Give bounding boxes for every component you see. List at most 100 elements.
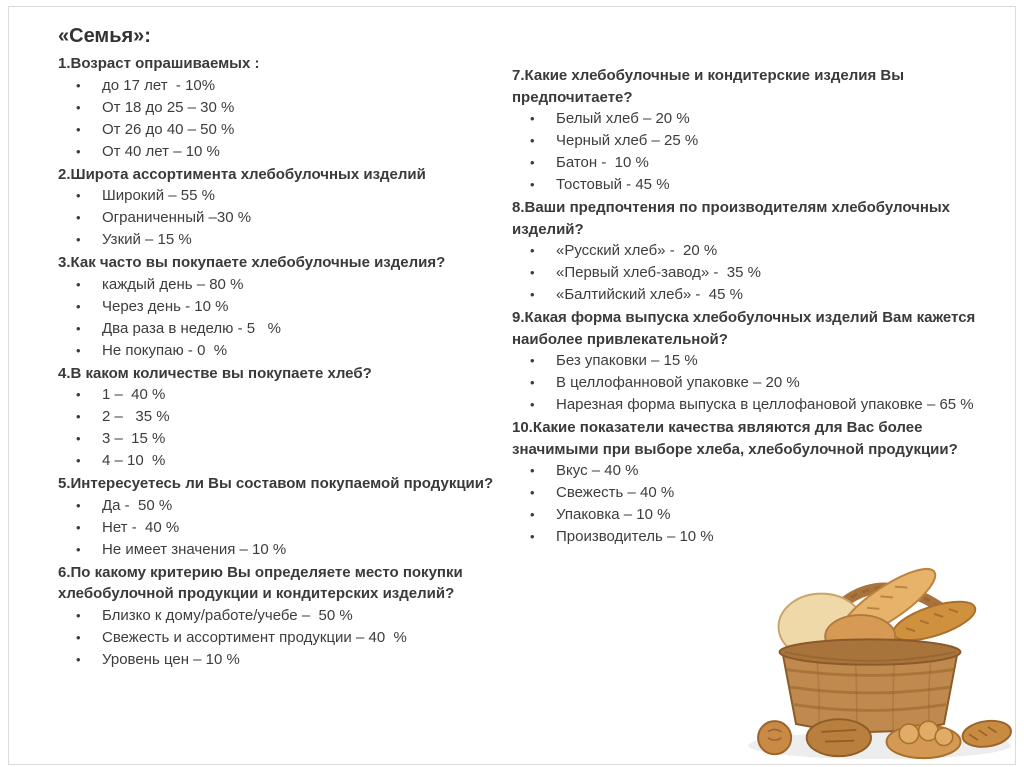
- answer-item: • Белый хлеб – 20 %: [512, 108, 990, 130]
- bullet-icon: •: [76, 232, 81, 247]
- bullet-icon: •: [76, 387, 81, 402]
- bullet-icon: •: [76, 541, 81, 557]
- answer-item: • Да - 50 %: [58, 495, 506, 517]
- bullet-icon: •: [76, 276, 81, 292]
- answer-item: • Свежесть и ассортимент продукции – 40 %: [58, 627, 506, 649]
- survey-slide: «Семья»: 1.Возраст опрашиваемых : • до 17 …: [58, 22, 1010, 671]
- bullet-icon: •: [76, 431, 81, 446]
- answer-item: • Через день - 10 %: [58, 296, 506, 318]
- answer-item: • 4 – 10 %: [58, 450, 506, 472]
- question-heading: 2.Широта ассортимента хлебобулочных изде…: [58, 165, 426, 183]
- answer-item: • Два раза в неделю - 5 %: [58, 318, 506, 340]
- bullet-icon: •: [530, 155, 535, 170]
- answer-item: • Не имеет значения – 10 %: [58, 539, 506, 561]
- bullet-icon: •: [76, 497, 81, 513]
- answer-text: В целлофанновой упаковке – 20 %: [556, 374, 800, 391]
- answer-text: Узкий – 15 %: [102, 231, 192, 248]
- answer-text: Ограниченный –30 %: [102, 209, 252, 226]
- bullet-icon: •: [530, 243, 535, 258]
- answer-text: Не покупаю - 0 %: [102, 341, 228, 359]
- answer-text: От 18 до 25 – 30 %: [102, 98, 235, 116]
- page-title: «Семья»:: [58, 25, 151, 47]
- answer-text: «Первый хлеб-завод» - 35 %: [556, 264, 761, 281]
- answer-item: • «Балтийский хлеб» - 45 %: [512, 284, 990, 306]
- answer-text: Белый хлеб – 20 %: [556, 110, 690, 127]
- answer-item: • Вкус – 40 %: [512, 460, 990, 482]
- answer-item: • В целлофанновой упаковке – 20 %: [512, 372, 990, 394]
- question-heading: 9.Какая форма выпуска хлебобулочных изде…: [512, 309, 976, 348]
- answer-text: 3 – 15 %: [102, 430, 166, 447]
- answer-item: • Близко к дому/работе/учебе – 50 %: [58, 605, 506, 627]
- answer-text: Свежесть – 40 %: [556, 484, 675, 501]
- bullet-icon: •: [530, 265, 535, 280]
- answer-item: • Батон - 10 %: [512, 152, 990, 174]
- bread-basket-image: [748, 567, 1012, 760]
- answer-text: Производитель – 10 %: [556, 528, 714, 545]
- answer-text: Вкус – 40 %: [556, 462, 639, 479]
- answer-item: • Свежесть – 40 %: [512, 482, 990, 504]
- answer-text: Нет - 40 %: [102, 518, 180, 536]
- question-heading: 1.Возраст опрашиваемых :: [58, 55, 260, 72]
- answer-item: • От 40 лет – 10 %: [58, 141, 506, 163]
- answer-text: Батон - 10 %: [556, 154, 649, 171]
- bullet-icon: •: [76, 298, 81, 314]
- answer-item: • От 26 до 40 – 50 %: [58, 119, 506, 141]
- answer-item: • до 17 лет - 10%: [58, 75, 506, 97]
- answer-item: • Упаковка – 10 %: [512, 504, 990, 526]
- answer-item: • каждый день – 80 %: [58, 274, 506, 296]
- answer-item: • Производитель – 10 %: [512, 526, 990, 548]
- answer-text: Без упаковки – 15 %: [556, 352, 698, 369]
- answer-text: до 17 лет - 10%: [102, 76, 216, 94]
- answer-item: • Тостовый - 45 %: [512, 174, 990, 196]
- bullet-icon: •: [530, 133, 535, 148]
- bullet-icon: •: [530, 507, 535, 522]
- answer-item: • Узкий – 15 %: [58, 229, 506, 251]
- answer-text: Не имеет значения – 10 %: [102, 540, 287, 558]
- column-right: 7.Какие хлебобулочные и кондитерские изд…: [512, 22, 990, 548]
- bullet-icon: •: [76, 143, 81, 159]
- answer-text: Тостовый - 45 %: [556, 176, 670, 193]
- answer-text: От 40 лет – 10 %: [102, 142, 220, 160]
- answer-item: • Без упаковки – 15 %: [512, 350, 990, 372]
- bullet-icon: •: [530, 287, 535, 302]
- question-heading: 10.Какие показатели качества являются дл…: [512, 419, 958, 458]
- bullet-icon: •: [76, 453, 81, 468]
- answer-text: Упаковка – 10 %: [556, 506, 671, 523]
- bullet-icon: •: [530, 529, 535, 544]
- answer-text: Через день - 10 %: [102, 297, 229, 315]
- answer-text: Черный хлеб – 25 %: [556, 132, 699, 149]
- answer-text: Широкий – 55 %: [102, 187, 215, 204]
- answer-item: • «Русский хлеб» - 20 %: [512, 240, 990, 262]
- bullet-icon: •: [530, 177, 535, 192]
- bullet-icon: •: [76, 99, 81, 115]
- answer-item: • 1 – 40 %: [58, 384, 506, 406]
- answer-item: • Ограниченный –30 %: [58, 207, 506, 229]
- bullet-icon: •: [530, 375, 535, 390]
- answer-text: Близко к дому/работе/учебе – 50 %: [102, 606, 353, 624]
- answer-item: • 3 – 15 %: [58, 428, 506, 450]
- question-heading: 5.Интересуетесь ли Вы составом покупаемо…: [58, 475, 494, 492]
- answer-item: • Уровень цен – 10 %: [58, 649, 506, 671]
- bullet-icon: •: [76, 121, 81, 137]
- bullet-icon: •: [530, 111, 535, 126]
- bullet-icon: •: [76, 409, 81, 424]
- bullet-icon: •: [76, 77, 81, 93]
- bullet-icon: •: [530, 397, 535, 412]
- bullet-icon: •: [76, 342, 81, 358]
- bullet-icon: •: [530, 485, 535, 500]
- question-heading: 8.Ваши предпочтения по производителям хл…: [512, 199, 951, 238]
- answer-text: 1 – 40 %: [102, 386, 166, 403]
- bullet-icon: •: [76, 651, 81, 667]
- bullet-icon: •: [76, 320, 81, 336]
- bullet-icon: •: [530, 353, 535, 368]
- bullet-icon: •: [76, 188, 81, 203]
- question-heading: 6.По какому критерию Вы определяете мест…: [58, 563, 463, 603]
- answer-item: • Не покупаю - 0 %: [58, 340, 506, 362]
- answer-item: • Широкий – 55 %: [58, 185, 506, 207]
- bullet-icon: •: [76, 607, 81, 623]
- answer-text: 4 – 10 %: [102, 452, 166, 469]
- bullet-icon: •: [76, 210, 81, 225]
- question-heading: 4.В каком количестве вы покупаете хлеб?: [58, 364, 372, 382]
- answer-text: Нарезная форма выпуска в целлофановой уп…: [556, 396, 974, 413]
- bullet-icon: •: [76, 519, 81, 535]
